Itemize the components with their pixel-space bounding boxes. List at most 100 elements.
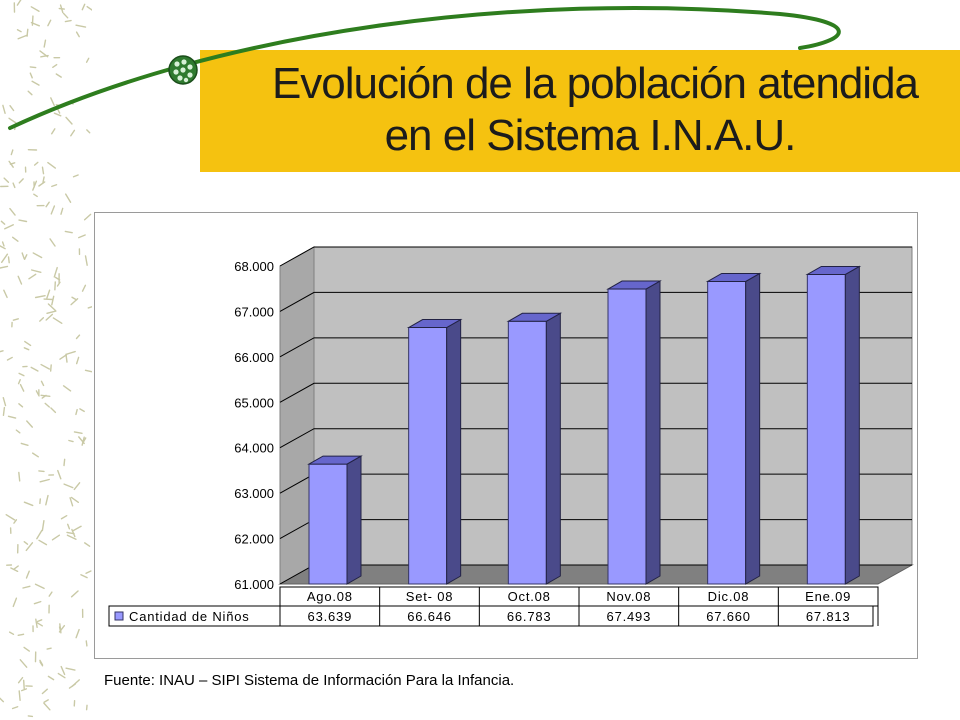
pattern-stroke — [65, 350, 76, 355]
pattern-stroke — [53, 266, 58, 278]
y-tick-label: 62.000 — [234, 532, 274, 547]
pattern-stroke — [75, 628, 80, 639]
pattern-stroke — [66, 523, 71, 530]
pattern-stroke — [84, 255, 88, 266]
pattern-stroke — [60, 207, 64, 215]
pattern-stroke — [44, 402, 50, 408]
bar-front — [707, 280, 747, 585]
pattern-stroke — [16, 0, 22, 6]
source-note: Fuente: INAU – SIPI Sistema de Informaci… — [104, 672, 515, 689]
bar-front — [607, 288, 647, 585]
pattern-stroke — [47, 161, 56, 169]
bar-front — [408, 327, 448, 585]
pattern-stroke — [85, 57, 90, 63]
pattern-stroke — [75, 334, 81, 340]
pattern-stroke — [12, 182, 16, 189]
pattern-stroke — [2, 397, 7, 407]
pattern-stroke — [41, 166, 45, 175]
pattern-stroke — [79, 408, 85, 413]
bar-side — [745, 272, 761, 585]
pattern-stroke — [60, 665, 66, 676]
pattern-stroke — [39, 661, 44, 667]
pattern-stroke — [75, 408, 78, 416]
pattern-stroke — [17, 275, 23, 285]
pattern-stroke — [17, 34, 28, 40]
pattern-stroke — [42, 176, 45, 184]
pattern-stroke — [15, 429, 21, 434]
pattern-stroke — [10, 567, 19, 573]
legend-swatch — [114, 611, 124, 621]
pattern-stroke — [33, 161, 39, 166]
pattern-stroke — [47, 675, 55, 681]
pattern-stroke — [52, 63, 58, 69]
pattern-stroke — [36, 529, 43, 540]
pattern-stroke — [85, 570, 92, 574]
pattern-stroke — [70, 129, 76, 137]
pattern-stroke — [80, 574, 88, 579]
pattern-stroke — [47, 303, 56, 312]
pattern-stroke — [39, 478, 50, 483]
pattern-stroke — [53, 112, 62, 117]
pattern-stroke — [23, 541, 29, 545]
pattern-stroke — [29, 72, 33, 79]
pattern-stroke — [29, 66, 37, 69]
pattern-stroke — [60, 515, 68, 520]
pattern-stroke — [33, 600, 42, 605]
pattern-stroke — [40, 363, 50, 370]
pattern-stroke — [84, 369, 92, 373]
pattern-stroke — [36, 619, 43, 623]
pattern-stroke — [49, 364, 52, 372]
pattern-stroke — [12, 318, 19, 321]
pattern-stroke — [65, 353, 68, 363]
pattern-stroke — [18, 219, 28, 223]
y-tick-label: 63.000 — [234, 486, 274, 501]
data-label: 66.783 — [507, 609, 552, 624]
pattern-stroke — [55, 73, 62, 78]
slide-title: Evolución de la población atendida en el… — [200, 58, 960, 162]
pattern-stroke — [30, 6, 40, 12]
pattern-stroke — [31, 15, 34, 26]
pattern-stroke — [50, 407, 57, 414]
pattern-stroke — [49, 238, 56, 247]
y-tick-label: 66.000 — [234, 350, 274, 365]
x-tick-label: Set- 08 — [406, 589, 454, 604]
pattern-stroke — [8, 631, 15, 635]
pattern-stroke — [1, 253, 9, 263]
pattern-stroke — [30, 366, 39, 372]
pattern-stroke — [26, 420, 33, 428]
pattern-stroke — [84, 542, 91, 547]
pattern-stroke — [21, 252, 25, 260]
x-tick-label: Dic.08 — [708, 589, 750, 604]
pattern-stroke — [81, 284, 87, 292]
pattern-stroke — [46, 310, 57, 314]
pattern-stroke — [40, 380, 45, 387]
pattern-stroke — [41, 688, 48, 695]
pattern-stroke — [39, 317, 45, 322]
pattern-stroke — [68, 439, 74, 443]
pattern-stroke — [21, 688, 28, 692]
pattern-stroke — [3, 289, 8, 299]
x-tick-label: Ene.09 — [805, 589, 851, 604]
pattern-stroke — [56, 281, 61, 287]
pattern-stroke — [22, 585, 31, 589]
pattern-stroke — [18, 178, 24, 184]
pattern-stroke — [45, 494, 49, 506]
pattern-stroke — [0, 245, 6, 250]
pattern-stroke — [70, 298, 79, 306]
bar-side — [645, 280, 661, 585]
pattern-stroke — [26, 28, 29, 37]
pattern-stroke — [31, 269, 42, 274]
pattern-stroke — [71, 525, 82, 532]
pattern-stroke — [16, 29, 22, 33]
pattern-stroke — [35, 621, 43, 627]
pattern-stroke — [52, 317, 63, 324]
pattern-stroke — [65, 116, 73, 125]
pattern-stroke — [18, 471, 21, 482]
pattern-stroke — [51, 534, 61, 541]
pattern-stroke — [23, 646, 30, 652]
bar-top — [406, 319, 463, 329]
pattern-stroke — [62, 385, 72, 392]
bar-top — [307, 455, 363, 465]
pattern-stroke — [22, 679, 25, 690]
pattern-stroke — [0, 697, 5, 703]
